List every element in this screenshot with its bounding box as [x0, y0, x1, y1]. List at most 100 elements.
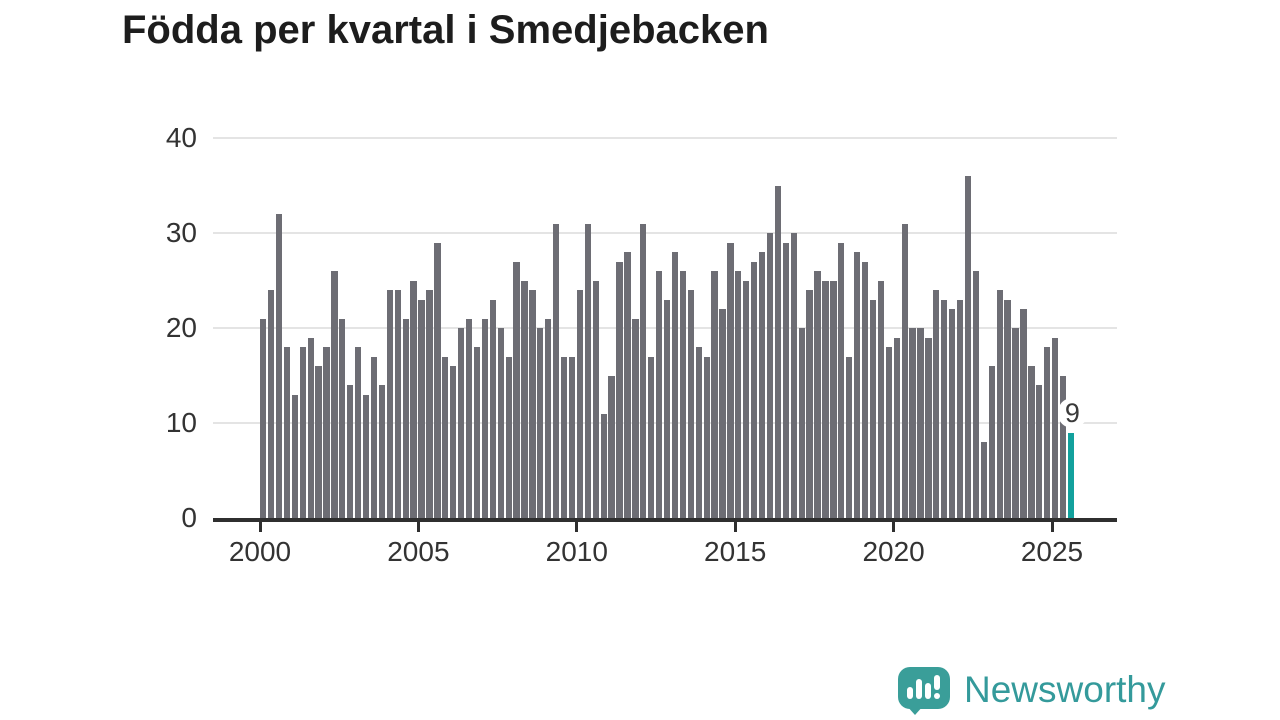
bar-2012-Q4	[663, 299, 671, 518]
bar-2023-Q3	[1004, 299, 1011, 518]
y-axis-label-20: 20	[165, 312, 197, 344]
bar-2018-Q2	[838, 242, 845, 518]
bar-2024-Q2	[1028, 366, 1035, 518]
bar-2010-Q3	[592, 280, 599, 518]
y-axis-label-40: 40	[165, 122, 197, 154]
bar-2000-Q4	[283, 347, 291, 518]
bar-2020-Q4	[917, 328, 924, 518]
x-axis-tick-2025	[1050, 522, 1054, 532]
bar-2008-Q3	[529, 290, 536, 518]
bar-2006-Q2	[458, 328, 465, 518]
bar-2013-Q1	[671, 252, 679, 518]
bar-2017-Q3	[814, 271, 821, 518]
bar-2004-Q1	[386, 290, 394, 518]
bar-2013-Q4	[695, 347, 702, 518]
bar-2014-Q4	[727, 242, 734, 518]
bar-2012-Q3	[656, 271, 663, 518]
x-axis-tick-2020	[892, 522, 896, 532]
bar-2005-Q4	[442, 356, 449, 518]
bar-2019-Q4	[885, 347, 892, 518]
bar-2015-Q1	[735, 271, 742, 518]
bar-2024-Q4	[1044, 347, 1051, 518]
bar-2019-Q2	[869, 299, 877, 518]
x-axis-label-2025: 2025	[1020, 536, 1084, 567]
bar-2002-Q4	[347, 385, 354, 518]
bar-2025-Q3	[1067, 432, 1075, 518]
bar-2019-Q1	[861, 261, 869, 518]
bar-2014-Q2	[711, 271, 718, 518]
bar-2003-Q1	[355, 347, 362, 518]
bar-2021-Q2	[933, 290, 940, 518]
newsworthy-logo-text: Newsworthy	[964, 669, 1166, 710]
bar-2000-Q3	[275, 214, 283, 518]
x-axis-line	[213, 518, 1117, 522]
bar-2023-Q1	[988, 366, 995, 518]
bar-2013-Q3	[687, 290, 694, 518]
bar-2011-Q3	[624, 252, 631, 518]
bar-2024-Q3	[1036, 385, 1043, 518]
bar-2008-Q4	[537, 328, 544, 518]
bar-2008-Q2	[521, 280, 528, 518]
newsworthy-bubble-chart-icon	[898, 667, 950, 715]
bar-2018-Q1	[830, 280, 837, 518]
bar-2001-Q1	[291, 394, 298, 518]
bar-2002-Q1	[323, 347, 330, 518]
bar-2002-Q3	[339, 318, 346, 518]
bar-2022-Q2	[964, 176, 972, 518]
bar-2004-Q3	[402, 318, 409, 518]
bar-2008-Q1	[513, 261, 520, 518]
bar-2021-Q1	[925, 337, 932, 518]
bar-2010-Q4	[600, 413, 607, 518]
bar-2018-Q4	[854, 252, 861, 518]
bar-2023-Q4	[1012, 328, 1019, 518]
y-axis-label-10: 10	[165, 407, 197, 439]
bar-2001-Q4	[315, 366, 322, 518]
bar-2020-Q2	[901, 223, 908, 518]
bar-2016-Q1	[766, 233, 774, 518]
bar-2018-Q3	[846, 356, 853, 518]
bar-2021-Q4	[949, 309, 956, 518]
bar-2006-Q1	[450, 366, 457, 518]
bar-2012-Q1	[640, 223, 647, 518]
bar-2001-Q3	[307, 337, 314, 518]
bar-2005-Q3	[434, 242, 441, 518]
bar-2021-Q3	[941, 299, 948, 518]
bar-2005-Q1	[418, 299, 425, 518]
bar-2012-Q2	[648, 356, 655, 518]
bar-2016-Q4	[790, 233, 797, 518]
bar-2009-Q2	[553, 223, 560, 518]
bar-2009-Q1	[545, 318, 552, 518]
bar-2011-Q2	[616, 261, 623, 518]
bar-2006-Q4	[473, 347, 481, 518]
bar-2003-Q3	[370, 356, 378, 518]
x-axis-tick-2015	[733, 522, 737, 532]
bar-2001-Q2	[299, 347, 306, 518]
bar-2019-Q3	[877, 280, 885, 518]
bar-2023-Q2	[996, 290, 1003, 518]
bar-2007-Q2	[489, 299, 496, 518]
bar-2004-Q2	[394, 290, 401, 518]
bar-2015-Q4	[758, 252, 766, 518]
bar-2003-Q2	[362, 394, 370, 518]
bar-2000-Q1	[260, 318, 267, 518]
bar-2009-Q3	[560, 356, 568, 518]
bar-2022-Q1	[956, 299, 964, 518]
bar-2017-Q2	[806, 290, 813, 518]
highlight-value-label: 9	[1057, 397, 1087, 428]
bar-2025-Q2	[1059, 375, 1067, 518]
bar-2020-Q1	[893, 337, 900, 518]
bar-2024-Q1	[1020, 309, 1027, 518]
x-axis-label-2000: 2000	[228, 536, 292, 567]
y-axis-label-30: 30	[165, 217, 197, 249]
bar-2014-Q1	[703, 356, 710, 518]
bar-2016-Q2	[774, 185, 782, 518]
bar-2022-Q4	[980, 442, 988, 518]
bar-2007-Q1	[481, 318, 489, 518]
x-axis-label-2020: 2020	[862, 536, 925, 567]
x-axis-label-2010: 2010	[545, 536, 608, 567]
chart-title: Födda per kvartal i Smedjebacken	[122, 8, 769, 52]
bar-2002-Q2	[331, 271, 338, 518]
bar-2015-Q2	[743, 280, 750, 518]
bar-2011-Q4	[632, 318, 639, 518]
